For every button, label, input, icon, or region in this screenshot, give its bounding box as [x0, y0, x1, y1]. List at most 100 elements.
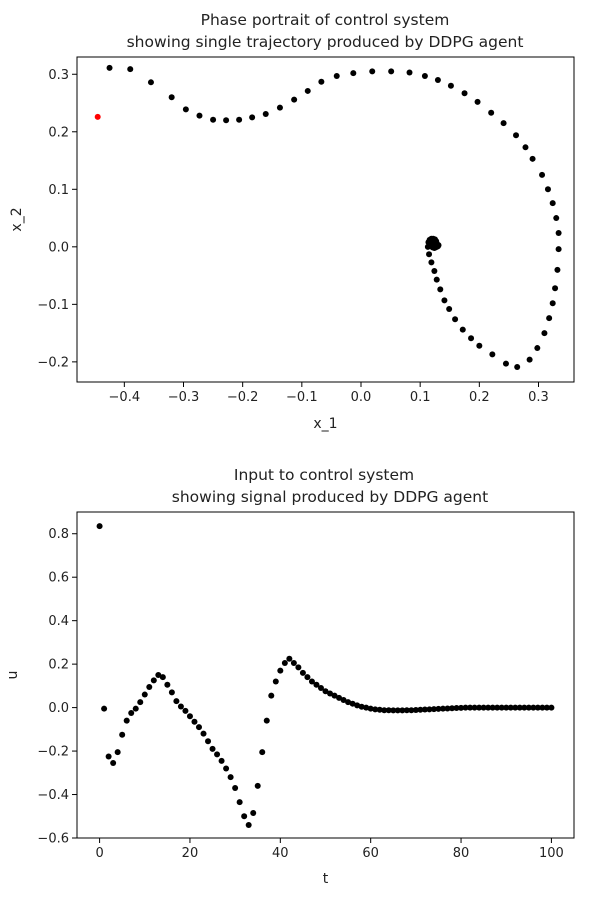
data-point — [106, 64, 113, 71]
y-tick-label: 0.0 — [48, 240, 69, 255]
y-tick-label: 0.2 — [48, 658, 69, 673]
data-point — [281, 660, 288, 667]
data-point — [340, 696, 347, 703]
data-point — [541, 330, 548, 337]
data-point — [182, 106, 189, 113]
data-point — [119, 731, 126, 738]
y-tick-label: −0.6 — [37, 832, 69, 847]
data-point — [459, 326, 466, 333]
data-point — [507, 704, 514, 711]
data-point — [458, 704, 465, 711]
data-point — [304, 674, 311, 681]
data-point — [439, 705, 446, 712]
data-point — [462, 704, 469, 711]
data-point — [489, 351, 496, 358]
data-point — [186, 713, 193, 720]
data-point — [317, 685, 324, 692]
data-point — [467, 704, 474, 711]
data-point — [236, 116, 243, 123]
data-point — [299, 669, 306, 676]
data-point — [205, 738, 212, 745]
y-tick-label: −0.1 — [37, 298, 69, 313]
data-point — [227, 774, 234, 781]
x-tick-label: −0.2 — [227, 390, 259, 405]
data-point — [388, 68, 395, 75]
data-point — [114, 749, 121, 756]
y-tick-label: 0.8 — [48, 527, 69, 542]
x-tick-label: 0.1 — [410, 390, 431, 405]
data-point — [196, 112, 203, 119]
data-point — [480, 704, 487, 711]
data-point — [553, 215, 560, 222]
data-point — [534, 345, 541, 352]
data-point — [336, 694, 343, 701]
data-point — [476, 342, 483, 349]
data-point — [544, 186, 551, 193]
data-point — [513, 132, 520, 139]
data-point — [367, 705, 374, 712]
x-axis-label: t — [323, 871, 329, 887]
data-point — [474, 98, 481, 105]
plot-area — [76, 511, 575, 839]
x-axis-ticks: −0.4 −0.3 −0.2 −0.1 0.0 0.1 0.2 0.3 — [109, 382, 549, 405]
data-point — [471, 704, 478, 711]
x-tick-label: −0.4 — [109, 390, 141, 405]
data-point — [155, 672, 162, 678]
data-point — [177, 703, 184, 710]
data-point — [295, 664, 302, 671]
x-tick-label: 0.3 — [528, 390, 549, 405]
data-point — [141, 691, 148, 698]
trajectory-points — [94, 64, 562, 371]
data-point — [173, 698, 180, 705]
data-point — [434, 243, 441, 250]
data-point — [354, 702, 361, 709]
data-point — [250, 810, 257, 817]
data-point — [426, 251, 433, 258]
data-point — [322, 688, 329, 695]
data-point — [449, 705, 456, 712]
data-point — [308, 678, 315, 685]
y-tick-label: 0.1 — [48, 183, 69, 198]
data-point — [195, 724, 202, 731]
data-point — [137, 699, 144, 706]
data-point — [376, 706, 383, 713]
data-point — [223, 765, 230, 772]
y-tick-label: 0.4 — [48, 614, 69, 629]
data-point — [291, 96, 298, 103]
data-point — [435, 705, 442, 712]
y-tick-label: 0.2 — [48, 125, 69, 140]
x-tick-label: 0.0 — [351, 390, 372, 405]
data-point — [468, 335, 475, 342]
data-point — [554, 266, 561, 273]
x-tick-label: −0.3 — [168, 390, 200, 405]
data-point — [236, 799, 243, 806]
data-point — [406, 69, 413, 76]
data-point — [96, 523, 103, 530]
data-point — [168, 689, 175, 696]
chart-title-line-2: showing single trajectory produced by DD… — [127, 33, 524, 51]
x-tick-label: 40 — [272, 846, 289, 861]
data-point — [446, 305, 453, 312]
data-point — [476, 704, 483, 711]
data-point — [381, 707, 388, 714]
plot-area — [76, 56, 575, 383]
data-point — [555, 246, 562, 253]
data-point — [549, 200, 556, 207]
data-point — [489, 704, 496, 711]
x-tick-label: 20 — [182, 846, 199, 861]
control-input-chart: Input to control system showing signal p… — [5, 466, 575, 887]
data-point — [552, 285, 559, 292]
data-point — [105, 753, 112, 760]
data-point — [358, 703, 365, 710]
data-point — [403, 707, 410, 714]
data-point — [263, 717, 270, 724]
data-point — [521, 704, 528, 711]
chart-title-line-1: Input to control system — [234, 466, 414, 484]
data-point — [286, 655, 293, 662]
y-axis-ticks: −0.6 −0.4 −0.2 0.0 0.2 0.4 0.6 0.8 — [37, 527, 77, 847]
data-point — [555, 230, 562, 237]
data-point — [548, 704, 555, 711]
data-point — [350, 70, 357, 77]
